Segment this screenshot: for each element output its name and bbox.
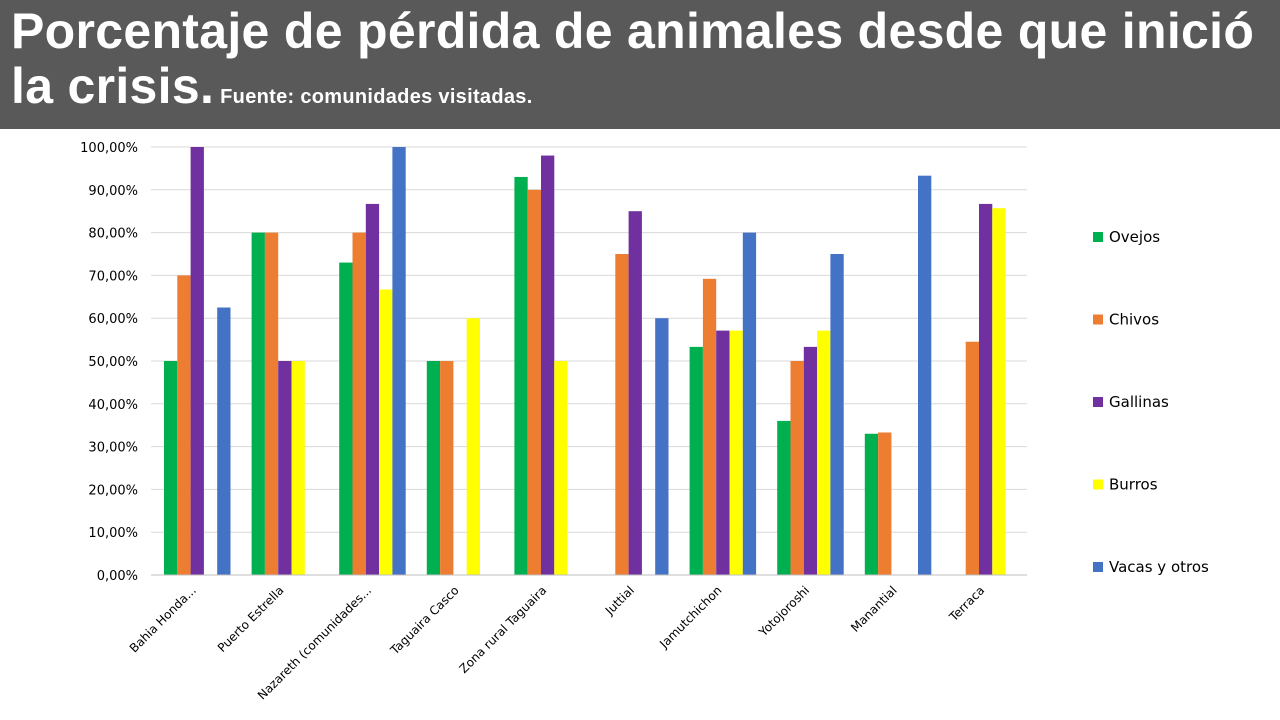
x-tick-label: Juttial — [602, 583, 637, 618]
bar — [514, 176, 528, 575]
y-tick-label: 40,00% — [88, 398, 138, 413]
bar — [440, 361, 454, 575]
chart-title-main: Porcentaje de pérdida de animales desde … — [11, 3, 1255, 114]
bar — [466, 318, 480, 575]
bar — [615, 254, 629, 575]
legend-swatch — [1093, 314, 1103, 325]
x-tick-label: Yotojoroshi — [756, 583, 813, 640]
y-tick-label: 50,00% — [88, 355, 138, 370]
y-tick-label: 70,00% — [88, 269, 138, 284]
bar-chart: 0,00% 10,00% 20,00% 30,00% 40,00% 50,00% 60,00… — [80, 141, 1209, 703]
bar — [190, 147, 204, 575]
bar — [278, 361, 292, 575]
bar — [729, 330, 743, 575]
bar — [979, 203, 993, 576]
bar — [164, 361, 178, 575]
bar — [830, 254, 844, 575]
bar — [918, 175, 932, 575]
bar — [992, 208, 1006, 575]
bar — [264, 232, 279, 575]
chart-title: Porcentaje de pérdida de animales desde … — [11, 4, 1280, 125]
bar — [527, 189, 541, 576]
y-tick-label: 90,00% — [88, 184, 138, 199]
legend-label: Gallinas — [1109, 393, 1169, 411]
bar — [817, 330, 831, 575]
bar — [689, 346, 703, 575]
legend-swatch — [1093, 397, 1103, 407]
y-tick-label: 30,00% — [88, 441, 138, 456]
bar — [864, 433, 879, 575]
bar — [655, 318, 669, 575]
x-tick-label: Jamutchichon — [656, 583, 724, 651]
bar — [352, 232, 366, 575]
legend-label: Burros — [1109, 476, 1158, 494]
y-tick-label: 100,00% — [80, 141, 138, 156]
bar — [965, 341, 979, 575]
bar — [790, 361, 804, 575]
y-tick-label: 80,00% — [88, 227, 138, 242]
legend: Ovejos Chivos Gallinas Burros Vacas y otros — [1093, 228, 1209, 576]
chart-source: Fuente: comunidades visitadas. — [220, 86, 533, 108]
legend-label: Chivos — [1109, 311, 1159, 329]
y-tick-label: 60,00% — [88, 312, 138, 327]
bar — [541, 155, 555, 575]
bar — [217, 307, 231, 575]
y-tick-label: 20,00% — [88, 483, 138, 498]
bar — [251, 232, 265, 575]
legend-swatch — [1093, 479, 1103, 490]
x-tick-label: Puerto Estrella — [215, 583, 287, 655]
x-tick-label: Manantial — [848, 583, 900, 635]
y-axis-ticks: 0,00% 10,00% 20,00% 30,00% 40,00% 50,00% 60,00… — [80, 141, 138, 584]
bar — [777, 420, 791, 575]
legend-label: Vacas y otros — [1109, 558, 1209, 576]
bar — [554, 361, 568, 575]
x-tick-label: Bahia Honda... — [127, 583, 199, 655]
bar — [878, 432, 892, 575]
bar — [379, 289, 393, 575]
bar — [742, 232, 757, 575]
bar — [339, 262, 353, 575]
y-tick-label: 10,00% — [88, 526, 138, 541]
bar — [803, 346, 818, 575]
bar — [716, 330, 730, 575]
y-tick-label: 0,00% — [97, 569, 138, 584]
bar — [365, 203, 380, 576]
bars — [164, 147, 1006, 576]
legend-swatch — [1093, 562, 1103, 572]
bar — [702, 278, 717, 575]
bar — [177, 275, 191, 575]
bar — [392, 147, 406, 575]
bar — [628, 211, 642, 575]
x-tick-label: Zona rural Taguaira — [457, 583, 550, 676]
legend-swatch — [1093, 232, 1103, 242]
title-banner: Porcentaje de pérdida de animales desde … — [0, 0, 1280, 129]
x-tick-label: Terraca — [946, 583, 987, 624]
legend-label: Ovejos — [1109, 228, 1160, 246]
bar — [426, 361, 441, 575]
bar — [291, 361, 305, 575]
x-tick-label: Taguaira Casco — [387, 583, 462, 658]
